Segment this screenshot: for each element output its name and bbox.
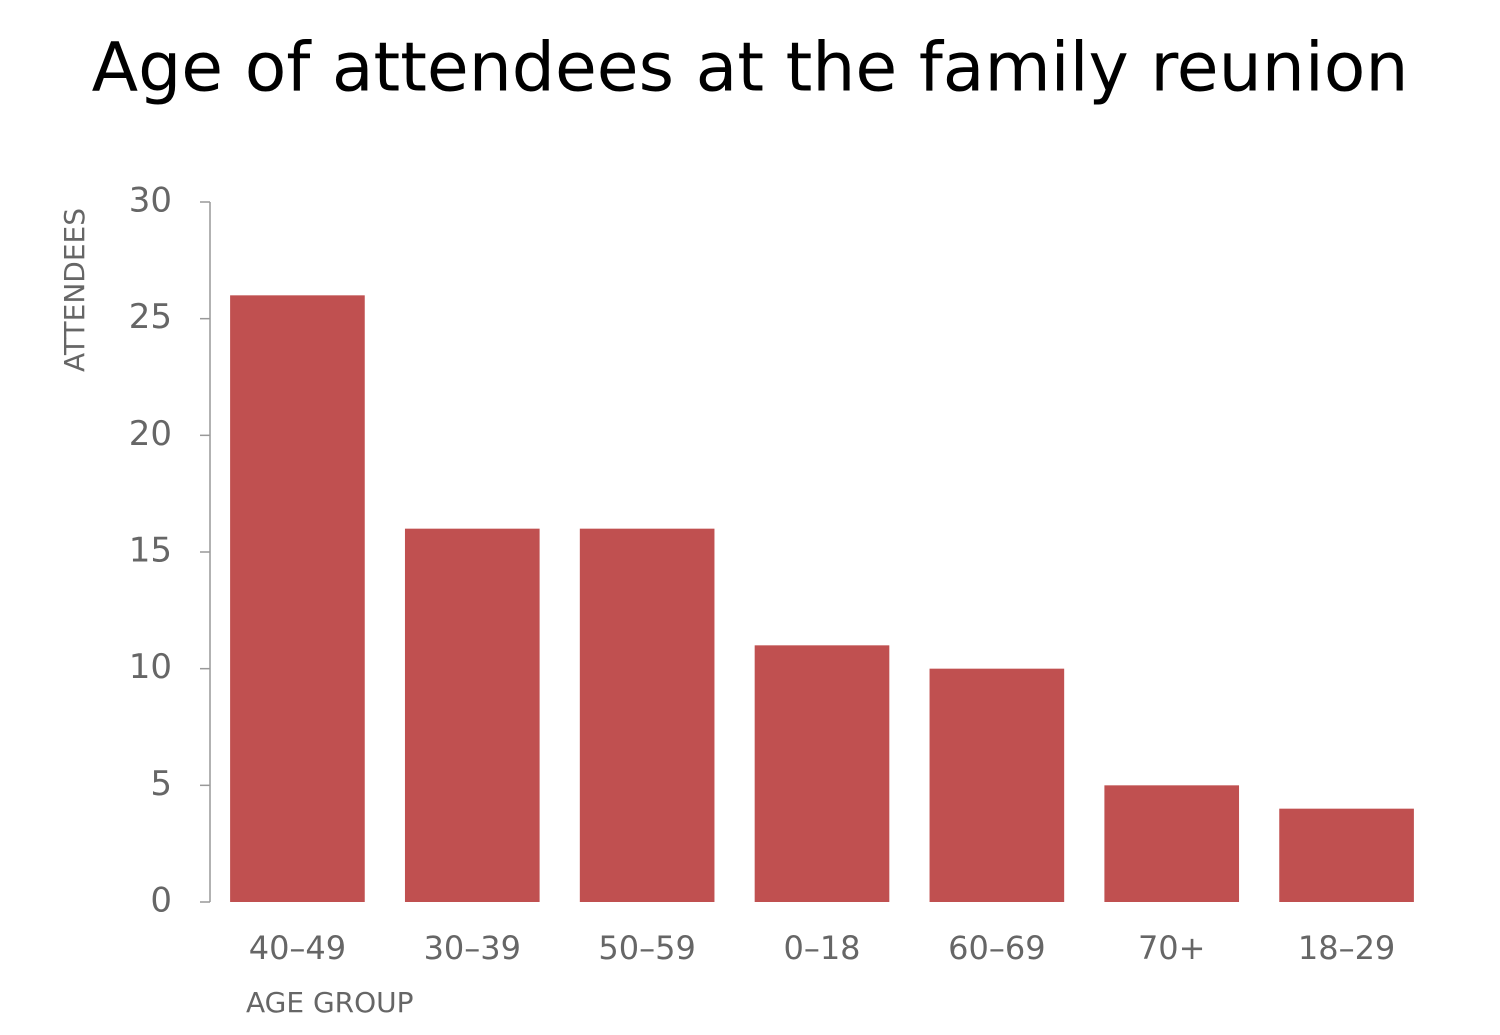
x-tick-label: 60–69 [948,929,1045,967]
x-tick-label: 18–29 [1298,929,1395,967]
bar [929,668,1065,902]
x-tick-label: 70+ [1138,929,1206,967]
y-tick-label: 25 [129,297,172,337]
x-tick-label: 0–18 [783,929,860,967]
bar [579,528,715,902]
y-tick-label: 5 [150,764,172,804]
bar [754,645,890,902]
y-tick-label: 30 [129,181,172,221]
bar [1104,785,1240,902]
y-tick-label: 15 [129,531,172,571]
chart-title: Age of attendees at the family reunion [92,29,1409,108]
bar [404,528,540,902]
y-tick-label: 20 [129,414,172,454]
bar [230,295,365,902]
x-tick-label: 50–59 [598,929,695,967]
x-tick-label: 40–49 [249,929,346,967]
y-axis-label: ATTENDEES [58,208,91,372]
bar [1279,808,1414,902]
y-tick-label: 10 [129,647,172,687]
x-tick-label: 30–39 [424,929,521,967]
x-axis-label: AGE GROUP [246,986,414,1019]
y-tick-label: 0 [150,881,172,921]
